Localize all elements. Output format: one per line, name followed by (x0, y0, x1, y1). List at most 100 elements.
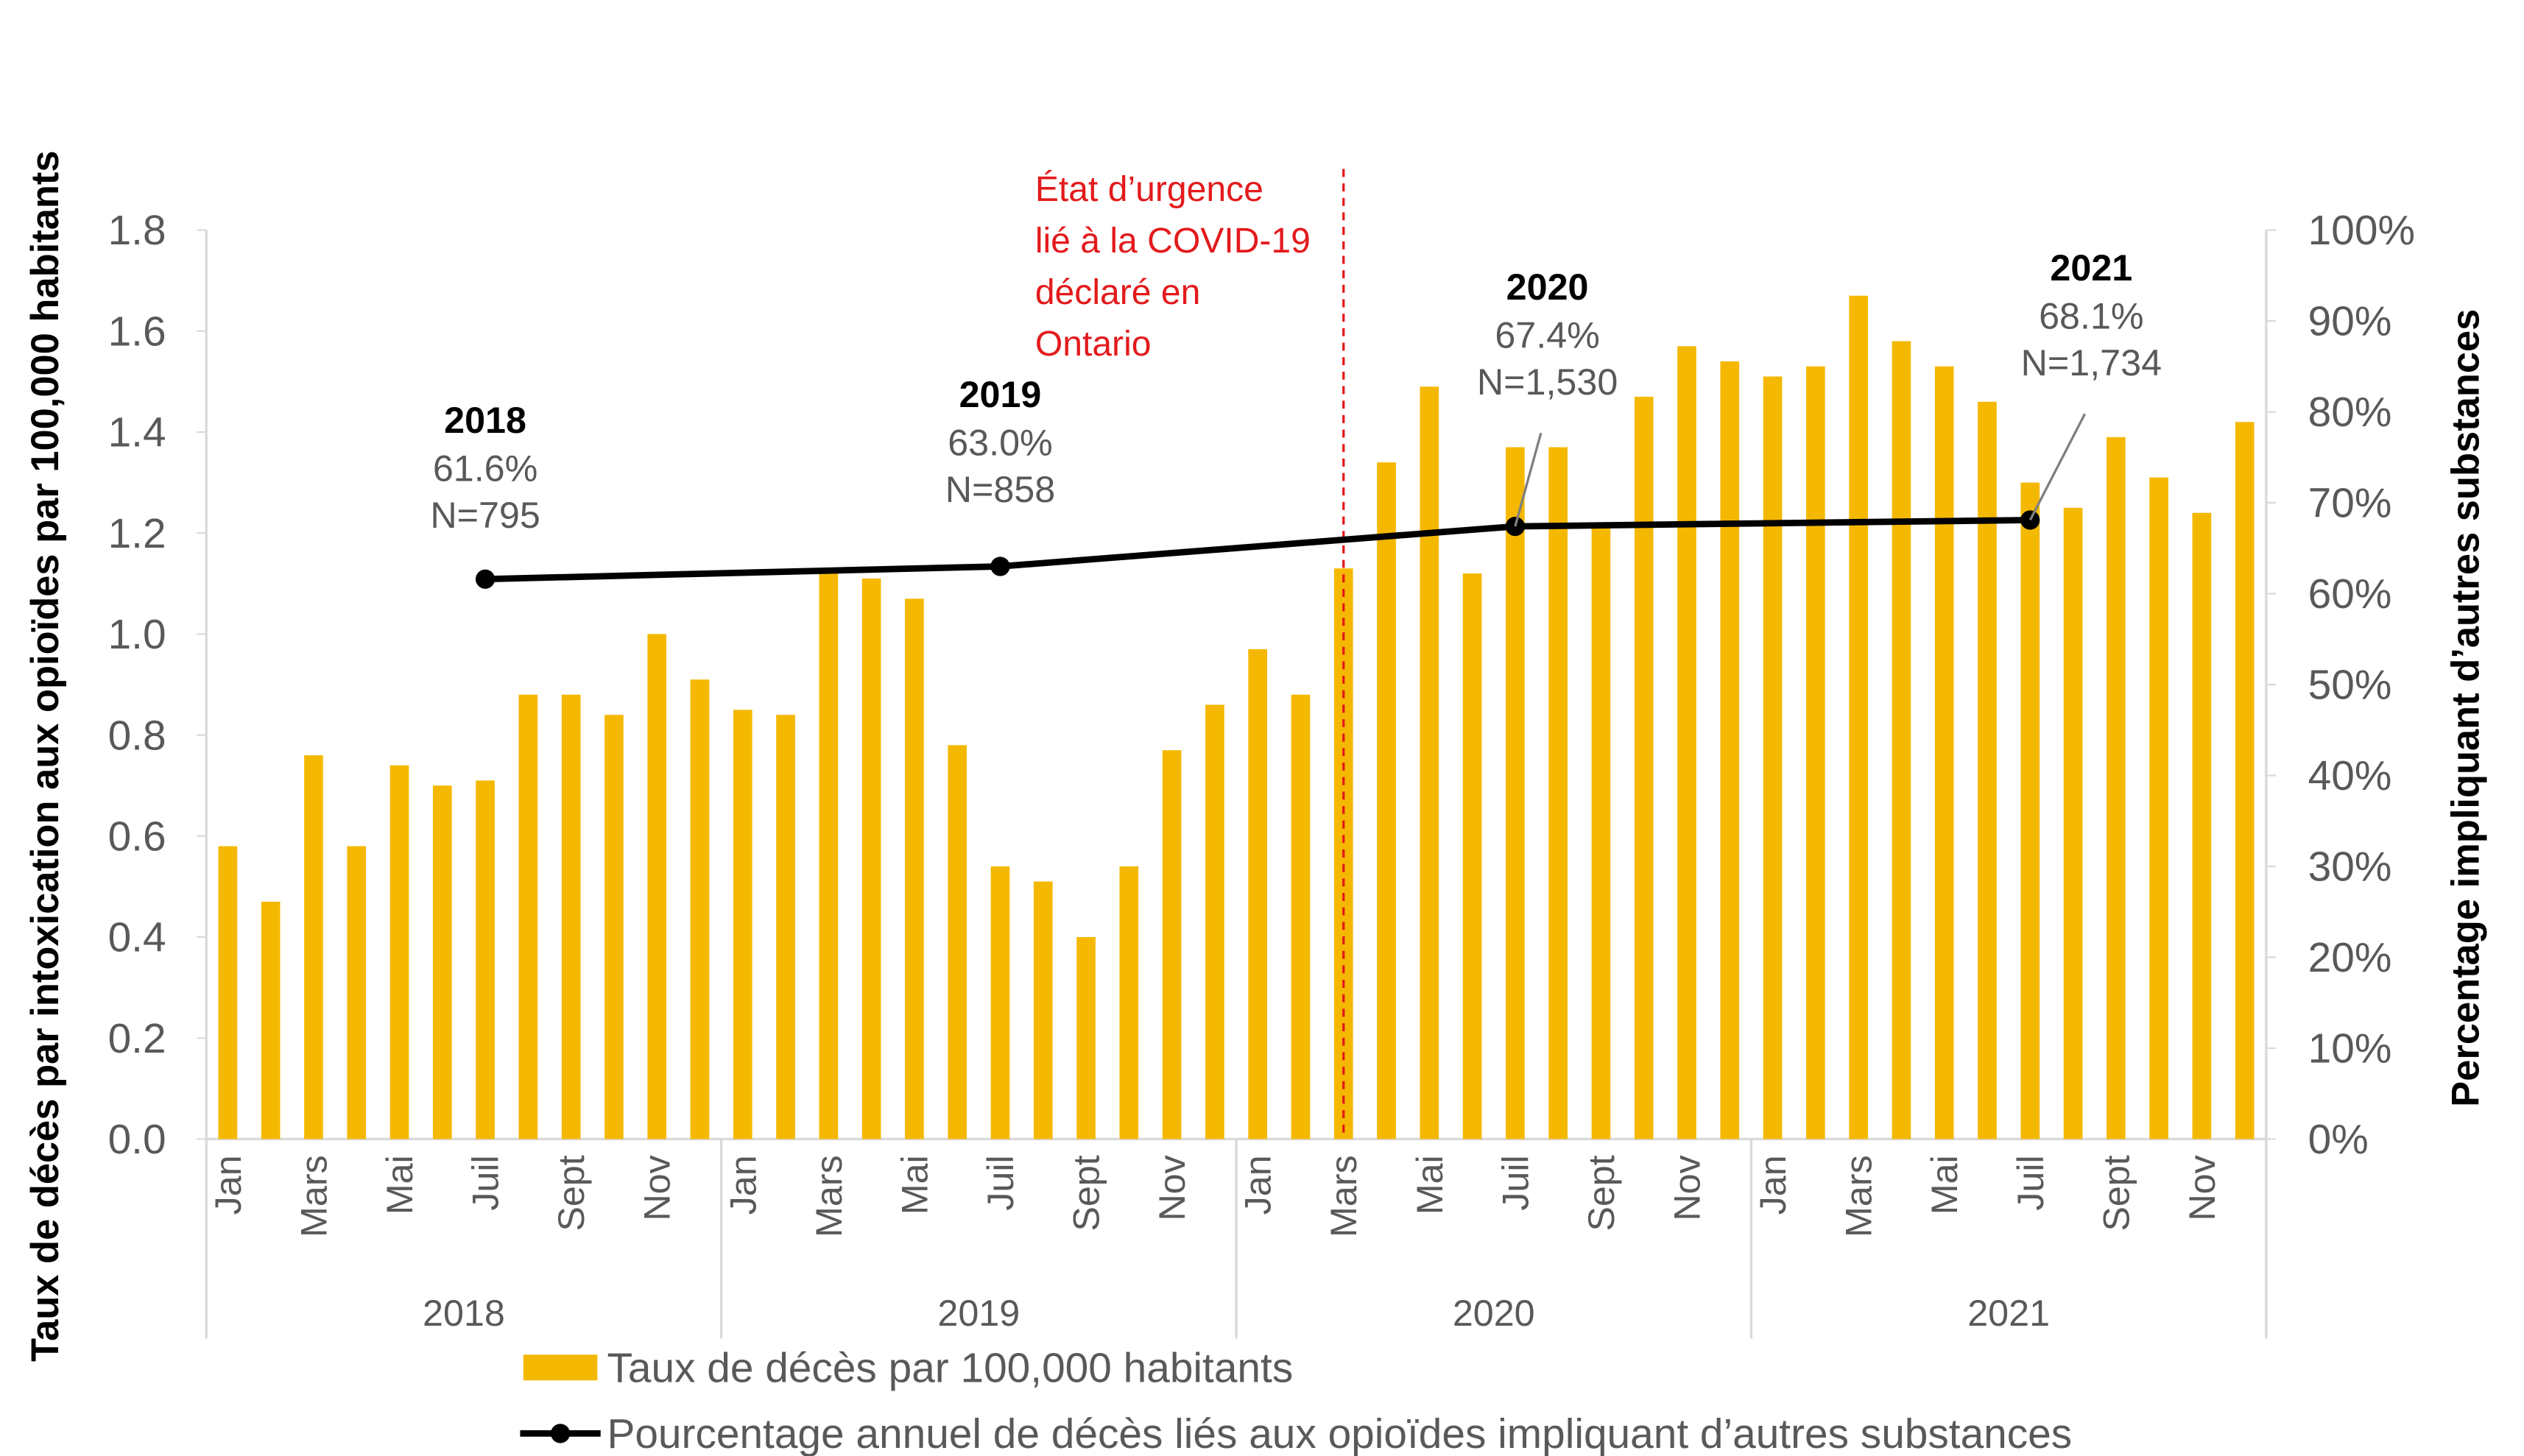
y-axis-title: Taux de décès par intoxication aux opioï… (24, 150, 67, 1362)
x-tick-label: Nov (637, 1155, 678, 1220)
bar (2192, 512, 2212, 1139)
legend-swatch (523, 1354, 598, 1381)
x-tick-label: Nov (1666, 1155, 1707, 1220)
bar (861, 578, 881, 1139)
bar (218, 846, 238, 1139)
x-tick-label: Mai (1409, 1155, 1450, 1215)
x-tick-label: Jan (1752, 1155, 1794, 1215)
y2-tick-label: 80% (2308, 389, 2392, 436)
bar (604, 715, 624, 1139)
bar (1763, 376, 1783, 1139)
bar (1162, 750, 1182, 1139)
point-title: 2021 (2050, 247, 2132, 289)
x-tick-label: Mai (1924, 1155, 1965, 1215)
y-tick-label: 1.8 (108, 208, 166, 254)
y2-tick-label: 60% (2308, 571, 2392, 618)
x-tick-label: Jan (208, 1155, 249, 1215)
line-point (475, 569, 496, 589)
x-tick-label: Juil (465, 1155, 507, 1210)
bar (1420, 386, 1439, 1139)
group-label: 2019 (937, 1293, 1020, 1334)
x-tick-label: Mai (379, 1155, 420, 1215)
bar (1205, 704, 1224, 1139)
legend-swatch (550, 1424, 571, 1443)
point-title: 2020 (1506, 266, 1589, 308)
y-tick-label: 0.0 (108, 1117, 166, 1163)
point-title: 2019 (959, 374, 1042, 415)
bar (819, 573, 839, 1139)
bar (2235, 422, 2255, 1139)
bar (347, 846, 367, 1139)
y2-tick-label: 90% (2308, 299, 2392, 345)
y2-axis-title: Percentage impliquant d’autres substance… (2444, 309, 2487, 1107)
x-tick-label: Jan (722, 1155, 764, 1215)
bar (1506, 447, 1525, 1139)
x-tick-label: Juil (980, 1155, 1021, 1210)
bar (1119, 866, 1139, 1139)
leader-line (2028, 413, 2087, 521)
leader-line (1514, 432, 1543, 527)
x-tick-label: Sept (551, 1155, 592, 1231)
bar (1720, 361, 1740, 1139)
bar (1892, 341, 1911, 1139)
covid-annotation: Ontario (1035, 324, 1152, 364)
point-value-label: 61.6% (433, 448, 537, 489)
bar (1634, 396, 1654, 1139)
y-tick-label: 0.8 (108, 713, 166, 759)
bar (647, 634, 667, 1139)
point-value-label: 67.4% (1495, 315, 1599, 356)
x-tick-label: Sept (2095, 1155, 2137, 1231)
group-label: 2018 (423, 1293, 505, 1334)
y-tick-label: 1.2 (108, 511, 166, 557)
y2-tick-label: 20% (2308, 935, 2392, 981)
bar (1849, 295, 1868, 1139)
point-title: 2018 (444, 400, 526, 441)
bar (2149, 477, 2168, 1139)
bar (2107, 437, 2126, 1139)
bar (389, 765, 409, 1139)
covid-annotation: lié à la COVID-19 (1035, 221, 1311, 261)
bar (948, 745, 967, 1139)
y2-tick-label: 10% (2308, 1026, 2392, 1072)
bar (1548, 447, 1568, 1139)
y-tick-label: 1.6 (108, 308, 166, 355)
x-tick-label: Nov (1152, 1155, 1193, 1220)
bar (1806, 366, 1825, 1139)
group-label: 2021 (1967, 1293, 2050, 1334)
y-tick-label: 0.4 (108, 915, 166, 961)
bar (1033, 881, 1053, 1139)
covid-annotation: déclaré en (1035, 272, 1201, 312)
bar (733, 710, 752, 1139)
y2-tick-label: 50% (2308, 662, 2392, 709)
y2-tick-label: 40% (2308, 753, 2392, 799)
x-tick-label: Jan (1238, 1155, 1279, 1215)
y2-tick-label: 70% (2308, 481, 2392, 527)
bar (776, 715, 795, 1139)
y2-tick-label: 0% (2308, 1117, 2369, 1163)
bar (432, 785, 452, 1139)
bar (2020, 482, 2040, 1139)
x-tick-label: Juil (1495, 1155, 1536, 1210)
bar (1591, 528, 1611, 1139)
point-value-label: 63.0% (948, 423, 1052, 464)
y-tick-label: 0.6 (108, 813, 166, 860)
point-value-label: 68.1% (2039, 295, 2143, 336)
x-tick-label: Mars (1323, 1155, 1364, 1237)
bar (1677, 346, 1696, 1139)
x-tick-label: Nov (2182, 1155, 2223, 1220)
bar (2063, 507, 2083, 1139)
bar (1377, 462, 1396, 1139)
point-note: N=858 (945, 469, 1055, 510)
point-note: N=795 (430, 495, 540, 536)
line-point (990, 556, 1010, 576)
bar (690, 679, 710, 1139)
bar (1978, 401, 1997, 1139)
bar (518, 694, 538, 1139)
y-tick-label: 1.0 (108, 612, 166, 658)
bar (561, 694, 581, 1139)
point-note: N=1,734 (2021, 342, 2162, 384)
bar (905, 598, 924, 1139)
x-tick-label: Sept (1066, 1155, 1107, 1231)
x-tick-label: Sept (1581, 1155, 1622, 1231)
